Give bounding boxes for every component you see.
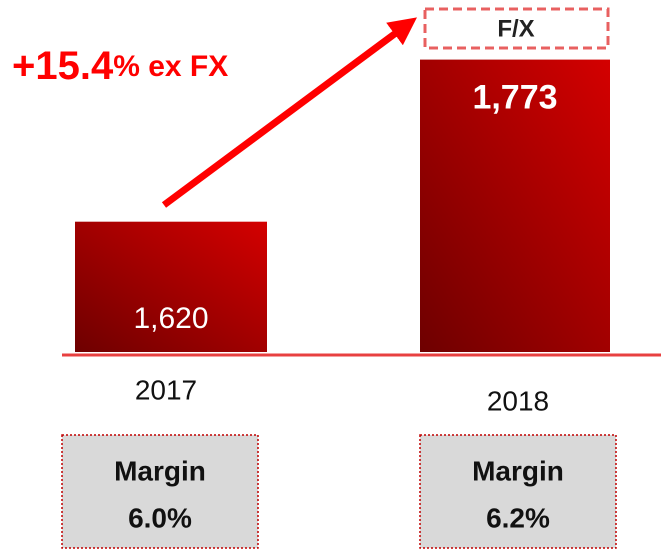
x-tick-label: 2017 bbox=[135, 374, 197, 405]
x-tick-label: 2018 bbox=[487, 385, 549, 416]
growth-annotation: +15.4% ex FX bbox=[12, 44, 228, 88]
margin-value: 6.0% bbox=[128, 502, 192, 533]
margin-label: Margin bbox=[472, 455, 564, 486]
bar bbox=[420, 59, 610, 352]
fx-label: F/X bbox=[497, 15, 534, 42]
growth-value: +15.4 bbox=[12, 44, 114, 88]
value-label: 1,620 bbox=[133, 302, 208, 335]
value-label: 1,773 bbox=[472, 79, 557, 117]
margin-label: Margin bbox=[114, 455, 206, 486]
fx-box bbox=[423, 7, 610, 50]
growth-suffix: % ex FX bbox=[113, 50, 228, 83]
margin-box bbox=[61, 434, 259, 549]
margin-value: 6.2% bbox=[486, 502, 550, 533]
growth-arrow bbox=[161, 17, 417, 208]
bar bbox=[75, 221, 267, 352]
margin-box bbox=[419, 434, 617, 549]
